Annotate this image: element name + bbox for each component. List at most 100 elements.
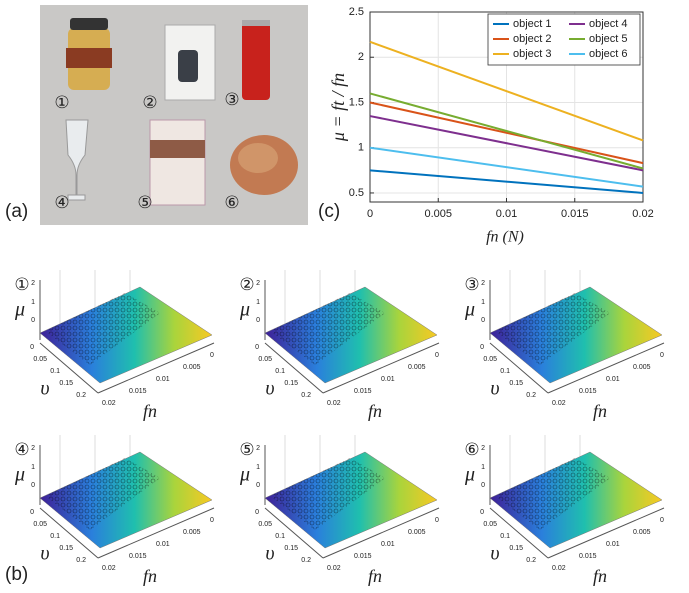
v-tick-label: 0.1 xyxy=(500,368,510,375)
v-label: υ xyxy=(265,378,274,400)
z-tick-label: 0 xyxy=(256,317,260,324)
f-tick-label: 0.02 xyxy=(327,400,341,407)
x-tick-label: 0.02 xyxy=(632,208,653,220)
v-label: υ xyxy=(490,378,499,400)
y-tick-label: 0.5 xyxy=(349,187,364,199)
z-tick-label: 0 xyxy=(481,317,485,324)
z-label: μ xyxy=(464,464,475,486)
v-label: υ xyxy=(265,543,274,565)
v-label: υ xyxy=(490,543,499,565)
panel-label: (a) xyxy=(5,201,28,222)
f-tick-label: 0 xyxy=(660,517,664,524)
f-tick-label: 0.02 xyxy=(102,565,116,572)
f-tick-label: 0.01 xyxy=(156,541,170,548)
z-tick-label: 0 xyxy=(31,317,35,324)
v-tick-label: 0.1 xyxy=(50,533,60,540)
v-tick-label: 0 xyxy=(255,344,259,351)
f-tick-label: 0.01 xyxy=(381,541,395,548)
x-tick-label: 0.015 xyxy=(561,208,589,220)
v-tick-label: 0.1 xyxy=(275,533,285,540)
y-tick-label: 1 xyxy=(358,142,364,154)
photo-number: ⑤ xyxy=(137,193,152,213)
f-label: fn xyxy=(368,566,382,586)
f-tick-label: 0.01 xyxy=(381,376,395,383)
legend-label: object 3 xyxy=(513,48,552,60)
photo-number: ① xyxy=(54,93,69,113)
z-label: μ xyxy=(464,299,475,321)
f-tick-label: 0.02 xyxy=(102,400,116,407)
v-tick-label: 0.2 xyxy=(301,392,311,399)
legend-label: object 1 xyxy=(513,18,552,30)
f-tick-label: 0.015 xyxy=(354,553,372,560)
z-label: μ xyxy=(14,464,25,486)
plot-number: ② xyxy=(239,275,254,295)
f-tick-label: 0 xyxy=(210,517,214,524)
f-tick-label: 0 xyxy=(435,352,439,359)
z-tick-label: 1 xyxy=(31,464,35,471)
f-tick-label: 0.015 xyxy=(129,388,147,395)
v-tick-label: 0.05 xyxy=(258,521,272,528)
panel-label: (c) xyxy=(318,201,340,222)
f-label: fn xyxy=(143,566,157,586)
legend-label: object 5 xyxy=(589,33,628,45)
figure: (a)(b)(c)①②③④⑤⑥0.511.522.500.0050.010.01… xyxy=(0,0,689,593)
z-tick-label: 1 xyxy=(31,299,35,306)
z-tick-label: 2 xyxy=(31,280,35,287)
f-tick-label: 0.015 xyxy=(129,553,147,560)
v-tick-label: 0.2 xyxy=(76,557,86,564)
f-tick-label: 0.01 xyxy=(156,376,170,383)
v-tick-label: 0.1 xyxy=(50,368,60,375)
f-tick-label: 0 xyxy=(210,352,214,359)
f-label: fn xyxy=(368,401,382,421)
z-tick-label: 2 xyxy=(256,445,260,452)
v-tick-label: 0.05 xyxy=(258,356,272,363)
f-tick-label: 0.02 xyxy=(327,565,341,572)
v-tick-label: 0.15 xyxy=(509,380,523,387)
v-tick-label: 0.1 xyxy=(275,368,285,375)
plot-number: ③ xyxy=(464,275,479,295)
v-label: υ xyxy=(40,378,49,400)
v-tick-label: 0.2 xyxy=(526,557,536,564)
z-tick-label: 0 xyxy=(481,482,485,489)
plot-number: ⑤ xyxy=(239,440,254,460)
x-axis-label: fn (N) xyxy=(486,229,524,246)
v-tick-label: 0.15 xyxy=(509,545,523,552)
v-tick-label: 0.15 xyxy=(59,545,73,552)
z-label: μ xyxy=(239,464,250,486)
f-tick-label: 0.005 xyxy=(183,529,201,536)
f-tick-label: 0.01 xyxy=(606,541,620,548)
x-tick-label: 0.005 xyxy=(424,208,452,220)
y-tick-label: 1.5 xyxy=(349,96,364,108)
z-tick-label: 1 xyxy=(481,464,485,471)
f-label: fn xyxy=(143,401,157,421)
v-tick-label: 0 xyxy=(30,344,34,351)
f-tick-label: 0 xyxy=(660,352,664,359)
v-tick-label: 0 xyxy=(480,509,484,516)
f-tick-label: 0.015 xyxy=(579,553,597,560)
f-tick-label: 0.005 xyxy=(633,529,651,536)
v-tick-label: 0.2 xyxy=(76,392,86,399)
z-tick-label: 2 xyxy=(256,280,260,287)
photo-panel xyxy=(40,5,308,225)
v-tick-label: 0.15 xyxy=(59,380,73,387)
f-label: fn xyxy=(593,566,607,586)
f-tick-label: 0.015 xyxy=(354,388,372,395)
v-tick-label: 0.15 xyxy=(284,545,298,552)
f-tick-label: 0.01 xyxy=(606,376,620,383)
z-tick-label: 0 xyxy=(31,482,35,489)
f-tick-label: 0 xyxy=(435,517,439,524)
surface-plot: ④μ01200.050.10.150.2υ0.020.0150.010.0050… xyxy=(14,435,214,586)
photo-number: ⑥ xyxy=(224,193,239,213)
z-tick-label: 2 xyxy=(481,445,485,452)
z-tick-label: 1 xyxy=(481,299,485,306)
v-tick-label: 0 xyxy=(255,509,259,516)
y-tick-label: 2.5 xyxy=(349,6,364,18)
plot-number: ④ xyxy=(14,440,29,460)
z-tick-label: 1 xyxy=(256,299,260,306)
v-tick-label: 0 xyxy=(30,509,34,516)
legend-label: object 2 xyxy=(513,33,552,45)
x-tick-label: 0 xyxy=(367,208,373,220)
